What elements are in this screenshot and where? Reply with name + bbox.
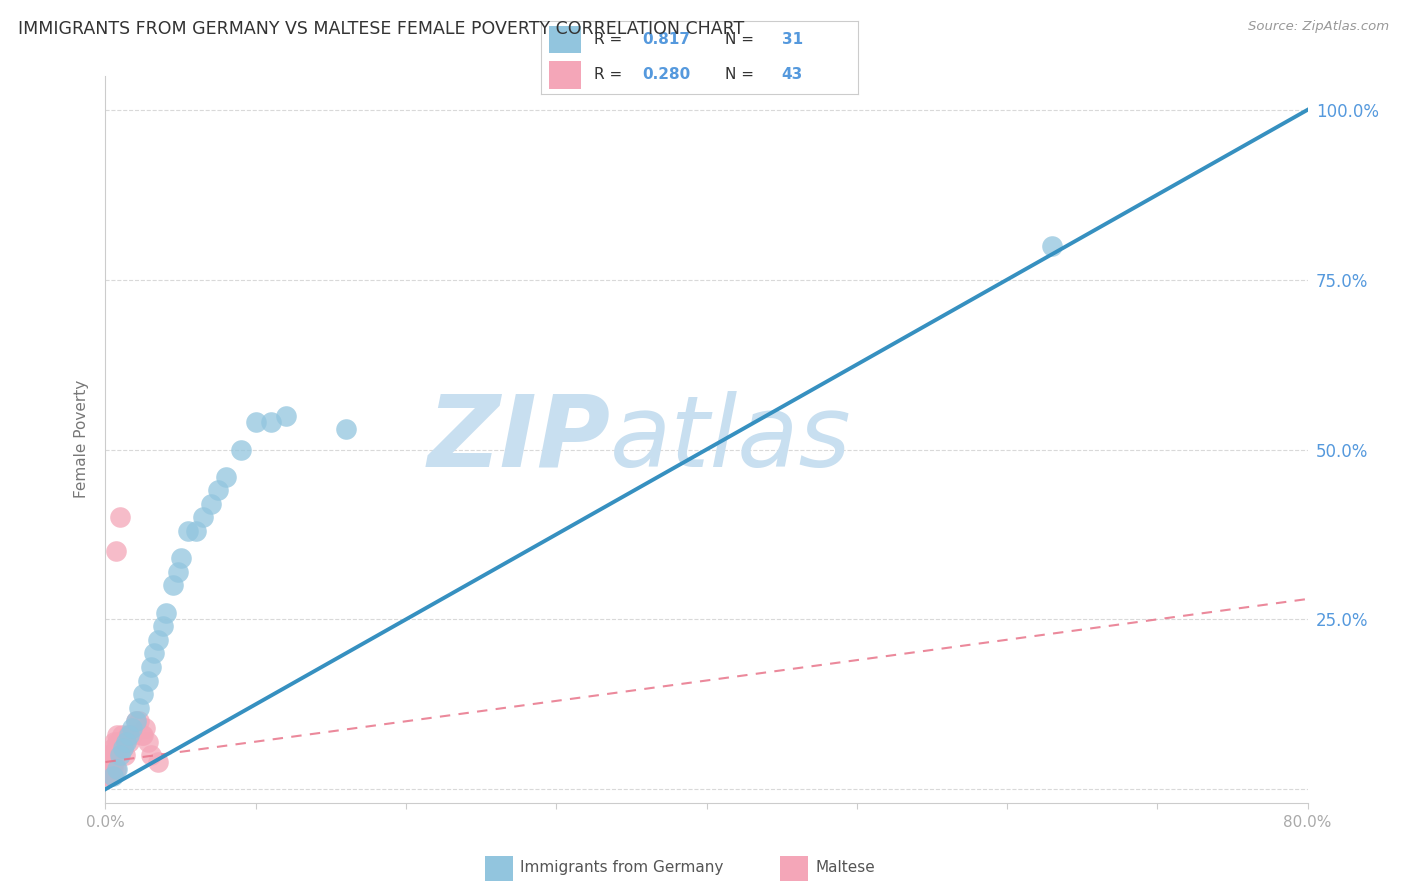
Point	[101, 769, 124, 783]
Point	[118, 728, 141, 742]
Point	[98, 755, 121, 769]
Text: IMMIGRANTS FROM GERMANY VS MALTESE FEMALE POVERTY CORRELATION CHART: IMMIGRANTS FROM GERMANY VS MALTESE FEMAL…	[18, 20, 745, 37]
Point	[260, 415, 283, 429]
Point	[139, 660, 162, 674]
Point	[111, 728, 134, 742]
Point	[335, 422, 357, 436]
Point	[121, 728, 143, 742]
Y-axis label: Female Poverty: Female Poverty	[75, 380, 90, 499]
Text: 43: 43	[782, 67, 803, 82]
Point	[128, 714, 150, 729]
Point	[96, 755, 118, 769]
Point	[117, 728, 139, 742]
Point	[97, 769, 120, 783]
Point	[132, 687, 155, 701]
Point	[98, 769, 121, 783]
Point	[124, 714, 146, 729]
Point	[107, 734, 129, 748]
Point	[1040, 238, 1063, 252]
Point	[97, 762, 120, 776]
Point	[103, 748, 125, 763]
Point	[112, 741, 135, 756]
Point	[136, 673, 159, 688]
Point	[103, 734, 125, 748]
Point	[200, 497, 222, 511]
Point	[118, 734, 141, 748]
Point	[132, 728, 155, 742]
Point	[114, 734, 136, 748]
Text: R =: R =	[593, 32, 627, 47]
Point	[124, 714, 146, 729]
Point	[139, 748, 162, 763]
Point	[115, 734, 138, 748]
Point	[136, 734, 159, 748]
Point	[107, 762, 129, 776]
Point	[100, 762, 122, 776]
Point	[104, 544, 127, 558]
Point	[146, 755, 169, 769]
Point	[104, 748, 127, 763]
Point	[146, 632, 169, 647]
Text: ZIP: ZIP	[427, 391, 610, 488]
Bar	[550, 61, 581, 88]
Text: atlas: atlas	[610, 391, 852, 488]
Text: 0.817: 0.817	[643, 32, 690, 47]
Point	[142, 646, 165, 660]
Point	[177, 524, 200, 538]
Point	[207, 483, 229, 498]
Point	[169, 551, 191, 566]
Text: Source: ZipAtlas.com: Source: ZipAtlas.com	[1249, 20, 1389, 33]
Point	[98, 748, 121, 763]
Point	[101, 762, 124, 776]
Point	[131, 728, 153, 742]
Point	[128, 700, 150, 714]
Point	[114, 748, 136, 763]
Point	[107, 728, 129, 742]
Point	[245, 415, 267, 429]
Point	[107, 741, 129, 756]
Point	[97, 748, 120, 763]
Point	[162, 578, 184, 592]
Bar	[550, 26, 581, 54]
Point	[101, 741, 124, 756]
Point	[101, 755, 124, 769]
Point	[110, 748, 132, 763]
Point	[100, 755, 122, 769]
Point	[274, 409, 297, 423]
Point	[108, 741, 131, 756]
Point	[155, 606, 177, 620]
Point	[100, 748, 122, 763]
Point	[110, 510, 132, 524]
Point	[110, 734, 132, 748]
Point	[134, 721, 156, 735]
Point	[103, 755, 125, 769]
Text: 31: 31	[782, 32, 803, 47]
Point	[118, 728, 141, 742]
Point	[104, 762, 127, 776]
Point	[184, 524, 207, 538]
Text: N =: N =	[725, 67, 759, 82]
Text: Immigrants from Germany: Immigrants from Germany	[520, 861, 724, 875]
Text: 0.280: 0.280	[643, 67, 690, 82]
Point	[96, 762, 118, 776]
Point	[214, 469, 236, 483]
Point	[121, 721, 143, 735]
Text: N =: N =	[725, 32, 759, 47]
Point	[166, 565, 188, 579]
Point	[98, 762, 121, 776]
Text: Maltese: Maltese	[815, 861, 875, 875]
Text: R =: R =	[593, 67, 627, 82]
Point	[191, 510, 214, 524]
Point	[112, 741, 135, 756]
Point	[229, 442, 252, 457]
Point	[152, 619, 174, 633]
